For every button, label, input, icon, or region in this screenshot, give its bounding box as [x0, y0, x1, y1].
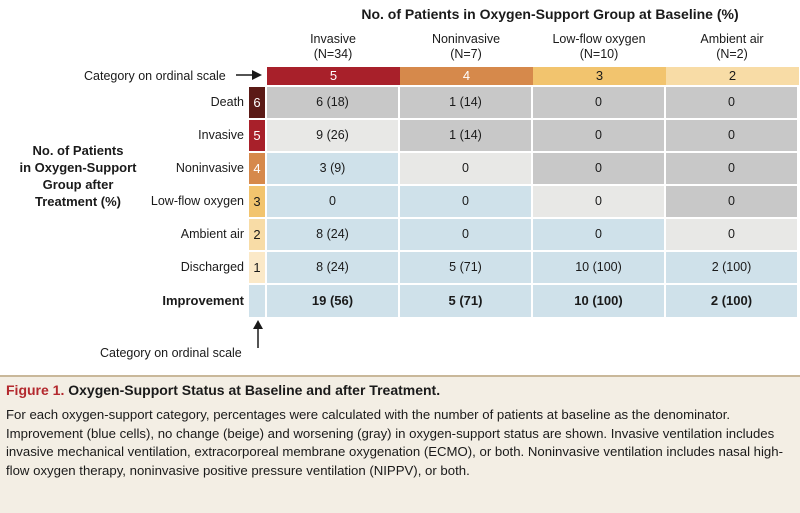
- after-treatment-title-line: Treatment (%): [35, 194, 121, 209]
- figure-caption-title: Figure 1. Oxygen-Support Status at Basel…: [6, 382, 440, 398]
- after-treatment-title: No. of Patients in Oxygen-Support Group …: [14, 142, 142, 210]
- improvement-cell: 19 (56): [267, 285, 398, 317]
- after-row-label: Death: [210, 95, 244, 109]
- figure-title: Oxygen-Support Status at Baseline and af…: [64, 382, 441, 398]
- column-header-n: (N=34): [313, 47, 353, 61]
- after-category-badge: 1: [249, 252, 265, 283]
- after-treatment-title-line: in Oxygen-Support: [19, 160, 137, 175]
- improvement-label: Improvement: [162, 293, 244, 308]
- table-cell: 0: [666, 186, 797, 217]
- improvement-cell: 10 (100): [533, 285, 664, 317]
- table-cell: 0: [400, 153, 531, 184]
- column-header-invasive: Invasive (N=34): [267, 32, 399, 62]
- arrow-right-icon: [236, 70, 262, 80]
- table-cell: 3 (9): [267, 153, 398, 184]
- after-category-badge: 3: [249, 186, 265, 217]
- table-cell: 2 (100): [666, 252, 797, 283]
- baseline-category-bar: 5: [267, 67, 400, 85]
- table-cell: 0: [666, 153, 797, 184]
- column-header-name: Low-flow oxygen: [552, 32, 646, 46]
- column-header-name: Ambient air: [700, 32, 764, 46]
- caption-box: [0, 375, 800, 513]
- table-cell: 1 (14): [400, 120, 531, 151]
- column-header-name: Noninvasive: [431, 32, 501, 46]
- table-cell: 0: [666, 87, 797, 118]
- column-header-n: (N=2): [716, 47, 748, 61]
- after-row-label: Low-flow oxygen: [150, 194, 244, 208]
- ordinal-scale-label-top: Category on ordinal scale: [84, 69, 226, 83]
- table-cell: 0: [400, 186, 531, 217]
- improvement-cell: 2 (100): [666, 285, 797, 317]
- after-category-badge: 4: [249, 153, 265, 184]
- after-category-badge: 5: [249, 120, 265, 151]
- arrow-up-icon: [253, 320, 263, 348]
- table-cell: 5 (71): [400, 252, 531, 283]
- after-treatment-title-line: No. of Patients: [32, 143, 124, 158]
- improvement-cell: 5 (71): [400, 285, 531, 317]
- after-category-badge: 6: [249, 87, 265, 118]
- column-header-noninvasive: Noninvasive (N=7): [400, 32, 532, 62]
- after-treatment-title-line: Group after: [42, 177, 114, 192]
- table-cell: 1 (14): [400, 87, 531, 118]
- table-cell: 8 (24): [267, 252, 398, 283]
- column-header-name: Invasive: [310, 32, 356, 46]
- baseline-group-title: No. of Patients in Oxygen-Support Group …: [361, 6, 739, 22]
- table-cell: 9 (26): [267, 120, 398, 151]
- table-cell: 0: [267, 186, 398, 217]
- after-row-label: Discharged: [180, 260, 244, 274]
- column-header-n: (N=7): [450, 47, 482, 61]
- figure-caption-text: For each oxygen-support category, percen…: [6, 407, 783, 478]
- after-row-label: Invasive: [198, 128, 244, 142]
- column-header-low-flow-oxygen: Low-flow oxygen (N=10): [533, 32, 665, 62]
- ordinal-scale-label-bottom: Category on ordinal scale: [100, 346, 242, 360]
- baseline-category-bar: 4: [400, 67, 533, 85]
- baseline-category-bar: 2: [666, 67, 799, 85]
- table-cell: 0: [666, 219, 797, 250]
- improvement-spacer: [249, 285, 265, 317]
- baseline-category-bar: 3: [533, 67, 666, 85]
- table-cell: 6 (18): [267, 87, 398, 118]
- table-cell: 0: [666, 120, 797, 151]
- after-row-label: Ambient air: [180, 227, 244, 241]
- after-row-label: Noninvasive: [175, 161, 244, 175]
- table-cell: 8 (24): [267, 219, 398, 250]
- table-cell: 0: [533, 120, 664, 151]
- table-cell: 0: [533, 87, 664, 118]
- table-cell: 0: [533, 153, 664, 184]
- column-header-n: (N=10): [579, 47, 619, 61]
- table-cell: 0: [533, 219, 664, 250]
- after-category-badge: 2: [249, 219, 265, 250]
- table-cell: 10 (100): [533, 252, 664, 283]
- table-cell: 0: [400, 219, 531, 250]
- figure-label: Figure 1.: [6, 382, 65, 398]
- table-cell: 0: [533, 186, 664, 217]
- column-header-ambient-air: Ambient air (N=2): [666, 32, 798, 62]
